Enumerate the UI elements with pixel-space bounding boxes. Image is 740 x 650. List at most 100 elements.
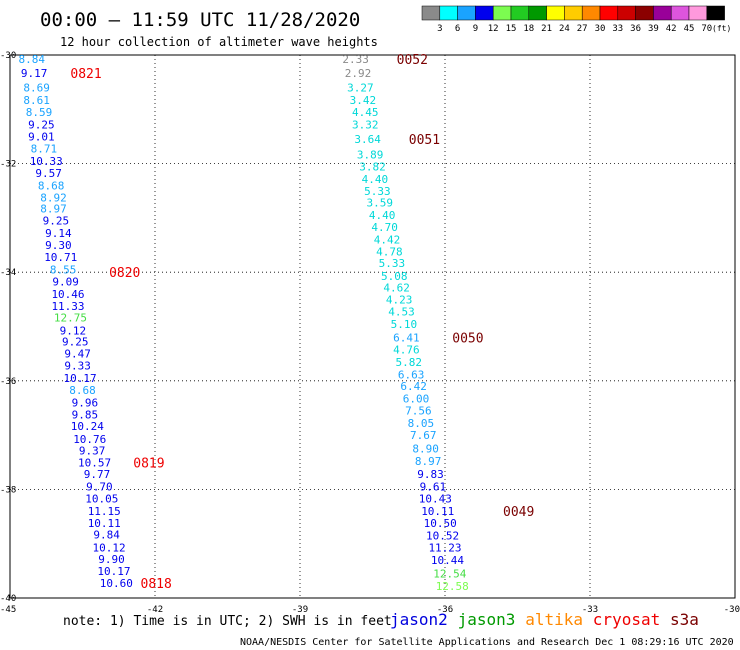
- color-swatch: [688, 5, 708, 21]
- color-swatch: [599, 5, 619, 21]
- swh-value: 9.57: [35, 167, 62, 180]
- swh-value: 8.92: [40, 191, 67, 204]
- color-scale-label: 6: [455, 24, 460, 34]
- swh-value: 9.77: [84, 468, 111, 481]
- color-scale-label: 15: [506, 24, 517, 34]
- color-swatch: [670, 5, 690, 21]
- swh-value: 9.17: [21, 67, 48, 80]
- swh-value: 4.76: [393, 343, 420, 356]
- swh-value: 10.17: [64, 372, 97, 385]
- track-time-labels: 0821 0820 0819 0818 0052 0051 0050 0049: [70, 53, 534, 592]
- time-label: 0819: [133, 456, 164, 471]
- swh-value: 3.27: [347, 82, 374, 95]
- swh-value: 9.90: [98, 553, 125, 566]
- swh-value: 4.45: [352, 106, 379, 119]
- x-tick-label: -42: [147, 605, 163, 615]
- color-scale-label: 45: [684, 24, 695, 34]
- swh-value: 10.24: [71, 420, 104, 433]
- time-label: 0818: [141, 577, 172, 592]
- grid-lines: [10, 55, 735, 598]
- y-tick-label: -38: [0, 485, 16, 495]
- chart-title: 00:00 – 11:59 UTC 11/28/2020: [40, 9, 360, 31]
- color-scale-label: 27: [577, 24, 588, 34]
- swh-value: 10.46: [51, 288, 84, 301]
- time-label: 0051: [409, 133, 440, 148]
- swh-value: 10.33: [30, 155, 63, 168]
- swh-value: 7.56: [405, 405, 432, 418]
- swh-value: 8.69: [23, 82, 50, 95]
- swh-value: 9.25: [28, 119, 55, 132]
- swh-value: 8.61: [23, 94, 50, 107]
- swh-value: 3.42: [350, 94, 377, 107]
- swh-value: 8.55: [50, 263, 77, 276]
- swh-value: 4.23: [386, 293, 413, 306]
- color-scale-label: 33: [612, 24, 623, 34]
- swh-value: 10.44: [431, 554, 464, 567]
- swh-values: 8.849.178.698.618.599.259.018.7110.339.5…: [19, 53, 469, 593]
- swh-value: 10.43: [419, 493, 452, 506]
- swh-value: 8.90: [412, 443, 439, 456]
- color-swatch: [546, 5, 565, 21]
- swh-value: 10.52: [426, 530, 459, 543]
- swh-value: 6.63: [398, 368, 425, 381]
- units-note: note: 1) Time is in UTC; 2) SWH is in fe…: [63, 614, 392, 629]
- satellite-legend-entry: altika: [525, 610, 583, 629]
- swh-value: 10.76: [73, 433, 106, 446]
- swh-value: 8.97: [40, 203, 67, 216]
- satellite-legend-entry: cryosat: [593, 610, 660, 629]
- swh-value: 8.68: [38, 179, 65, 192]
- y-tick-label: -30: [0, 51, 16, 61]
- y-axis-ticks: -30 -32 -34 -36 -38 -40: [0, 51, 16, 604]
- color-scale-label: 24: [559, 24, 570, 34]
- y-tick-label: -40: [0, 594, 16, 604]
- x-tick-label: -33: [582, 605, 598, 615]
- time-label: 0049: [503, 505, 534, 520]
- swh-value: 3.59: [367, 197, 394, 210]
- swh-value: 4.53: [388, 305, 415, 318]
- swh-value: 9.01: [28, 130, 55, 143]
- color-scale-label: 3: [437, 24, 442, 34]
- color-swatch: [653, 5, 672, 21]
- color-scale-label: 12: [488, 24, 499, 34]
- swh-value: 4.40: [369, 209, 396, 222]
- swh-value: 12.75: [54, 311, 87, 324]
- swh-value: 8.97: [415, 455, 442, 468]
- swh-value: 5.33: [379, 257, 406, 270]
- swh-value: 10.11: [421, 505, 454, 518]
- swh-value: 9.96: [72, 397, 99, 410]
- swh-value: 9.84: [93, 528, 120, 541]
- footer-credit: NOAA/NESDIS Center for Satellite Applica…: [240, 637, 734, 648]
- swh-value: 3.82: [359, 160, 386, 173]
- x-tick-label: -39: [292, 605, 308, 615]
- swh-value: 9.37: [79, 444, 106, 457]
- chart-subtitle: 12 hour collection of altimeter wave hei…: [60, 35, 378, 49]
- swh-value: 10.50: [424, 517, 457, 530]
- color-swatch: [439, 5, 458, 21]
- swh-value: 10.11: [88, 517, 121, 530]
- satellite-legend: jason2 jason3 altika cryosat s3a: [390, 610, 699, 629]
- color-scale-legend: 3 6 9 12 15 18 21 24 27 30 33 36 39 42 45 70: [421, 5, 725, 34]
- y-tick-label: -32: [0, 160, 16, 170]
- swh-value: 9.70: [86, 481, 113, 494]
- color-swatch: [492, 5, 512, 21]
- color-swatch: [617, 5, 636, 21]
- swh-value: 9.12: [60, 324, 87, 337]
- swh-value: 8.84: [19, 53, 46, 66]
- time-label: 0050: [452, 331, 483, 346]
- time-label: 0820: [109, 266, 140, 281]
- swh-value: 8.68: [69, 384, 96, 397]
- satellite-legend-entry: jason2: [390, 610, 448, 629]
- plot-area: -45 -42 -39 -36 -33 -30 -30 -32 -34 -36 -38 -40 8.…: [0, 51, 740, 615]
- color-scale-label: 39: [648, 24, 659, 34]
- swh-value: 5.08: [381, 270, 408, 283]
- color-scale-label: 9: [473, 24, 478, 34]
- swh-value: 9.61: [420, 481, 447, 494]
- swh-value: 9.14: [45, 227, 72, 240]
- swh-value: 9.85: [72, 408, 99, 421]
- time-label: 0052: [397, 53, 428, 68]
- color-scale-label: 18: [523, 24, 534, 34]
- swh-value: 2.92: [345, 67, 372, 80]
- y-tick-label: -34: [0, 268, 16, 278]
- swh-value: 6.00: [403, 393, 430, 406]
